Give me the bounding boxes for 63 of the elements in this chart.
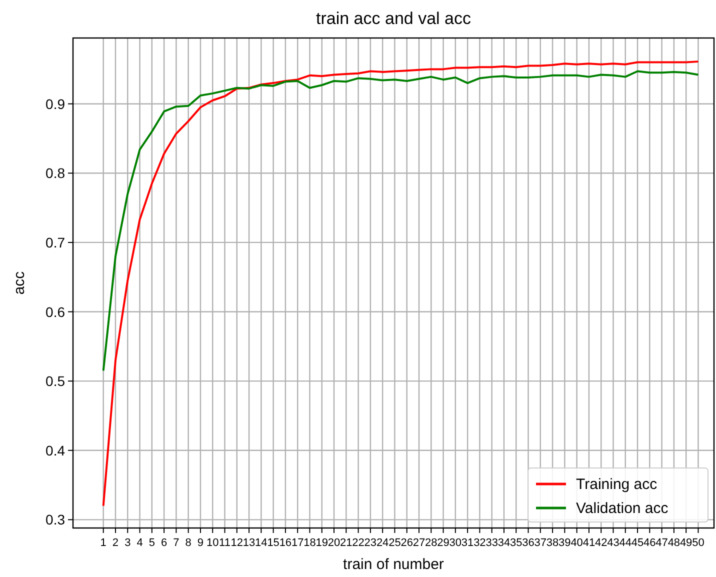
y-tick-label: 0.7 xyxy=(46,234,66,250)
x-tick-label: 6 xyxy=(160,537,168,549)
x-tick-label: 24 xyxy=(376,537,389,549)
x-tick-label: 4 xyxy=(136,537,143,549)
x-tick-label: 36 xyxy=(522,537,534,549)
x-tick-label: 33 xyxy=(486,537,498,549)
x-tick-label: 19 xyxy=(316,537,328,549)
line-series xyxy=(102,70,700,372)
x-tick-label: 43 xyxy=(607,537,620,549)
x-tick-label: 47 xyxy=(656,537,668,549)
x-tick-label: 12 xyxy=(230,537,244,549)
x-tick-label: 22 xyxy=(352,537,364,549)
x-tick-label: 28 xyxy=(425,537,438,549)
x-tick-label: 20 xyxy=(328,537,340,549)
x-tick-label: 45 xyxy=(631,537,644,549)
x-tick-label: 21 xyxy=(340,537,352,549)
x-tick-label: 31 xyxy=(461,537,474,549)
x-tick-label: 10 xyxy=(206,537,219,549)
y-tick-label: 0.4 xyxy=(46,442,66,458)
x-tick-label: 27 xyxy=(412,537,426,549)
x-tick-label: 8 xyxy=(185,537,192,549)
x-tick-label: 17 xyxy=(291,537,304,549)
x-tick-label: 37 xyxy=(534,537,547,549)
x-tick-label: 16 xyxy=(279,537,292,549)
x-tick-label: 44 xyxy=(619,537,632,549)
y-tick-label: 0.9 xyxy=(46,96,66,112)
y-tick-label: 0.8 xyxy=(46,165,66,182)
x-tick-label: 39 xyxy=(558,537,571,549)
x-tick-label: 2 xyxy=(112,537,119,549)
y-tick-label: 0.5 xyxy=(46,373,66,390)
x-tick-label: 32 xyxy=(474,537,486,549)
y-axis-title: acc xyxy=(11,270,28,295)
legend-label: Training acc xyxy=(576,476,658,493)
x-tick-label: 11 xyxy=(219,537,230,549)
x-tick-label: 38 xyxy=(546,537,559,549)
x-tick-label: 29 xyxy=(437,537,450,549)
x-tick-label: 49 xyxy=(680,537,692,549)
x-tick-label: 14 xyxy=(255,537,268,549)
legend-label: Validation acc xyxy=(576,500,669,517)
y-tick-label: 0.3 xyxy=(46,512,66,528)
x-tick-label: 48 xyxy=(668,537,680,549)
x-tick-label: 30 xyxy=(449,537,462,549)
x-tick-label: 50 xyxy=(692,537,704,549)
x-tick-label: 46 xyxy=(644,537,656,549)
chart-title: train acc and val acc xyxy=(316,9,472,28)
x-tick-label: 5 xyxy=(148,537,155,549)
x-tick-label: 40 xyxy=(570,537,583,549)
x-tick-label: 15 xyxy=(267,537,280,549)
x-tick-label: 42 xyxy=(594,537,608,549)
y-tick-label: 0.6 xyxy=(46,304,66,320)
x-tick-label: 3 xyxy=(124,537,131,549)
x-tick-label: 7 xyxy=(173,537,180,549)
x-tick-label: 41 xyxy=(582,537,596,549)
x-tick-label: 18 xyxy=(304,537,316,549)
x-tick-label: 34 xyxy=(498,537,510,549)
x-tick-label: 25 xyxy=(388,537,401,549)
x-tick-label: 1 xyxy=(100,537,106,549)
x-axis-title: train of number xyxy=(343,556,444,573)
x-tick-label: 26 xyxy=(400,537,413,549)
x-tick-label: 13 xyxy=(242,537,256,549)
x-tick-label: 9 xyxy=(197,537,204,549)
x-tick-label: 23 xyxy=(364,537,377,549)
x-tick-label: 35 xyxy=(510,537,522,549)
